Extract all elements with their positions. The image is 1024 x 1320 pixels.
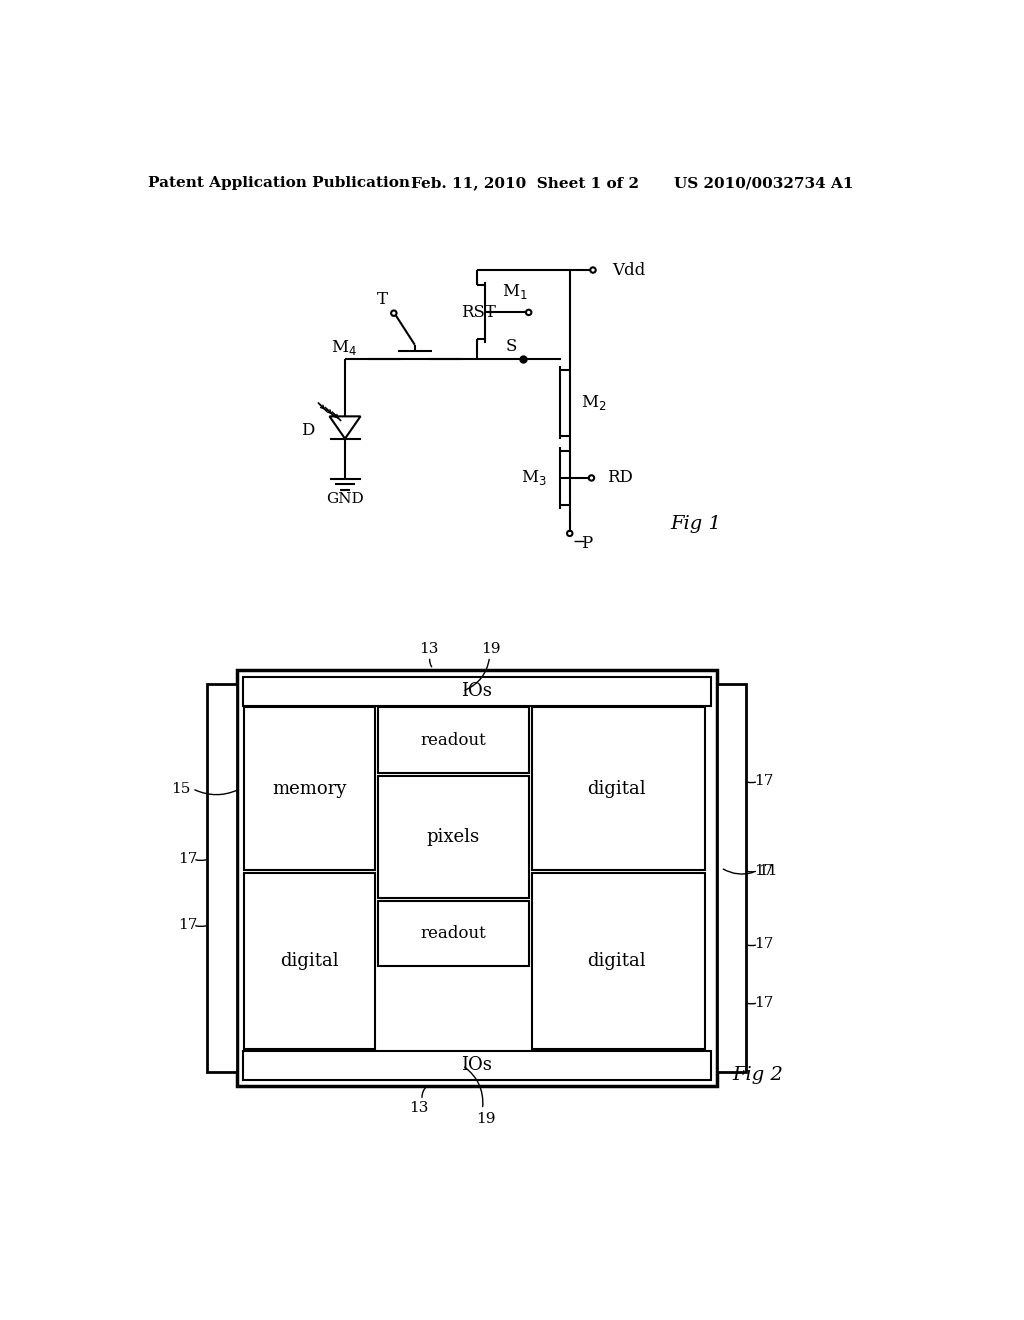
Text: D: D xyxy=(301,422,314,440)
Text: S: S xyxy=(506,338,517,355)
Text: 11: 11 xyxy=(758,865,777,878)
Text: M$_1$: M$_1$ xyxy=(502,282,527,301)
Bar xyxy=(243,677,711,706)
Bar xyxy=(243,1051,711,1080)
Text: 17: 17 xyxy=(178,851,198,866)
Text: Patent Application Publication: Patent Application Publication xyxy=(148,176,411,190)
Text: digital: digital xyxy=(281,952,339,970)
Text: 17: 17 xyxy=(754,995,773,1010)
Text: RST: RST xyxy=(461,304,496,321)
Bar xyxy=(245,873,375,1049)
Text: 19: 19 xyxy=(476,1111,496,1126)
Bar xyxy=(378,708,529,774)
Text: digital: digital xyxy=(588,780,646,797)
Bar xyxy=(532,708,705,870)
Text: digital: digital xyxy=(588,952,646,970)
Bar xyxy=(378,776,529,898)
Text: Vdd: Vdd xyxy=(612,261,645,279)
Text: pixels: pixels xyxy=(427,828,480,846)
Text: IOs: IOs xyxy=(462,682,493,700)
Text: 17: 17 xyxy=(754,937,773,952)
Text: US 2010/0032734 A1: US 2010/0032734 A1 xyxy=(674,176,853,190)
Bar xyxy=(207,684,237,1072)
Text: 17: 17 xyxy=(178,917,198,932)
Text: Feb. 11, 2010  Sheet 1 of 2: Feb. 11, 2010 Sheet 1 of 2 xyxy=(411,176,639,190)
Text: M$_3$: M$_3$ xyxy=(521,469,547,487)
Text: readout: readout xyxy=(421,925,486,942)
Text: GND: GND xyxy=(326,492,364,506)
Text: IOs: IOs xyxy=(462,1056,493,1074)
Bar xyxy=(237,671,717,1086)
Text: P: P xyxy=(582,535,593,552)
Text: RD: RD xyxy=(607,470,633,487)
Text: 15: 15 xyxy=(171,781,190,796)
Polygon shape xyxy=(330,416,360,438)
Text: 19: 19 xyxy=(481,642,501,656)
Bar xyxy=(717,684,746,1072)
Text: M$_2$: M$_2$ xyxy=(582,393,607,412)
Text: Fig 1: Fig 1 xyxy=(671,515,721,533)
Bar xyxy=(532,873,705,1049)
Text: T: T xyxy=(377,290,388,308)
Text: 13: 13 xyxy=(419,642,438,656)
Text: Fig 2: Fig 2 xyxy=(732,1065,783,1084)
Text: readout: readout xyxy=(421,731,486,748)
Text: memory: memory xyxy=(272,780,346,797)
Bar xyxy=(245,708,375,870)
Text: 17: 17 xyxy=(754,775,773,788)
Bar xyxy=(378,900,529,966)
Text: M$_4$: M$_4$ xyxy=(331,338,356,358)
Text: 17: 17 xyxy=(754,863,773,878)
Text: 13: 13 xyxy=(410,1101,429,1115)
